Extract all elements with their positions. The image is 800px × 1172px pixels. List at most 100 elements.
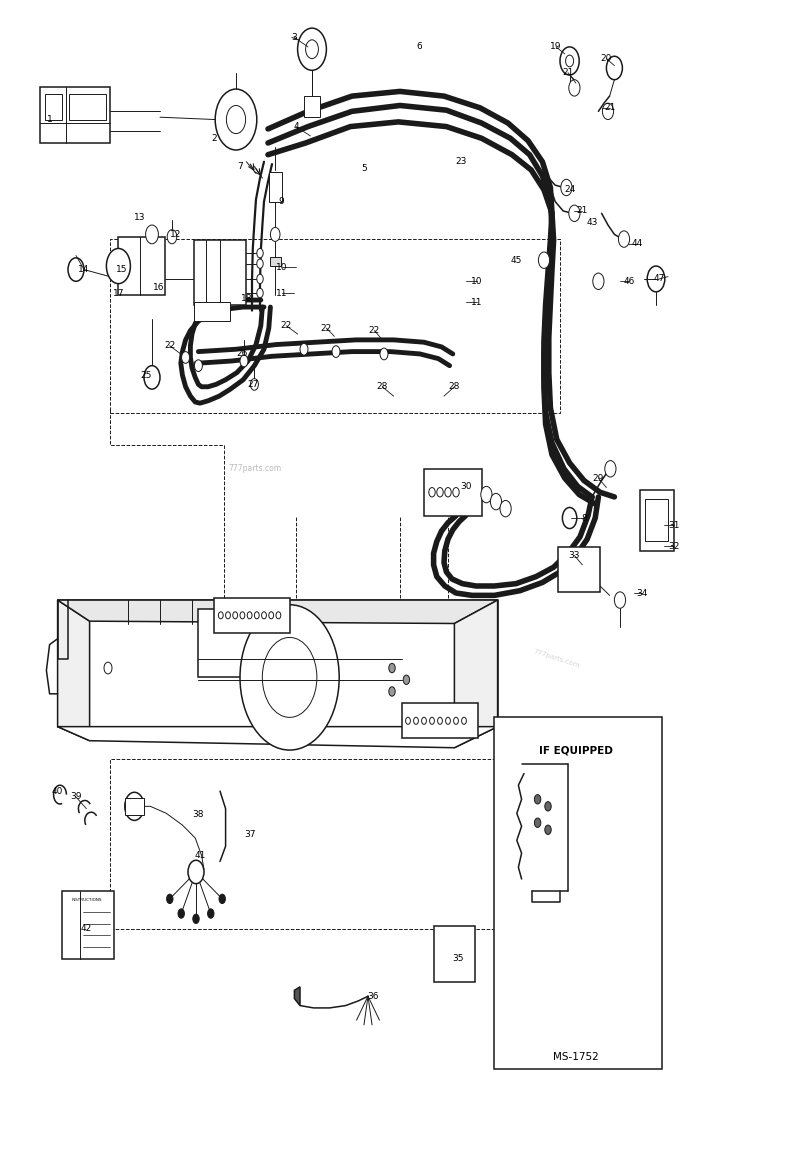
Text: 22: 22 <box>369 326 380 335</box>
Text: 34: 34 <box>636 588 647 598</box>
Bar <box>269 172 282 202</box>
Text: 37: 37 <box>244 830 255 839</box>
Circle shape <box>207 908 214 918</box>
Circle shape <box>618 231 630 247</box>
Text: 28: 28 <box>449 382 460 391</box>
Text: 8: 8 <box>581 513 587 523</box>
Circle shape <box>269 612 274 619</box>
Circle shape <box>560 47 579 75</box>
Bar <box>194 240 246 305</box>
Circle shape <box>490 493 502 510</box>
Text: 39: 39 <box>70 792 82 802</box>
Bar <box>402 703 478 738</box>
Circle shape <box>430 717 434 724</box>
Text: 27: 27 <box>247 380 258 389</box>
Circle shape <box>566 55 574 67</box>
Circle shape <box>462 717 466 724</box>
Text: 16: 16 <box>153 282 164 292</box>
Circle shape <box>332 346 340 357</box>
Circle shape <box>545 825 551 834</box>
Circle shape <box>453 488 459 497</box>
Circle shape <box>298 28 326 70</box>
Bar <box>45 94 62 120</box>
Polygon shape <box>58 600 498 624</box>
Bar <box>110 239 560 413</box>
Circle shape <box>454 717 458 724</box>
Circle shape <box>389 663 395 673</box>
Text: 24: 24 <box>564 185 575 195</box>
Circle shape <box>226 612 230 619</box>
Text: 1: 1 <box>46 115 53 124</box>
Circle shape <box>262 638 317 717</box>
Text: 32: 32 <box>668 541 679 551</box>
Circle shape <box>247 612 252 619</box>
Text: 38: 38 <box>193 810 204 819</box>
Circle shape <box>481 486 492 503</box>
Text: 41: 41 <box>194 851 206 860</box>
Circle shape <box>500 500 511 517</box>
Bar <box>214 598 290 633</box>
Text: 31: 31 <box>668 520 679 530</box>
Circle shape <box>647 266 665 292</box>
Circle shape <box>167 230 177 244</box>
Circle shape <box>240 612 245 619</box>
Text: 5: 5 <box>361 164 367 173</box>
Circle shape <box>257 248 263 258</box>
Text: 13: 13 <box>134 213 146 223</box>
Text: 11: 11 <box>471 298 482 307</box>
Circle shape <box>593 273 604 289</box>
Circle shape <box>389 687 395 696</box>
Text: 28: 28 <box>377 382 388 391</box>
Circle shape <box>437 488 443 497</box>
Bar <box>558 547 600 592</box>
Polygon shape <box>58 727 498 748</box>
Circle shape <box>240 355 248 367</box>
Circle shape <box>403 675 410 684</box>
Text: 33: 33 <box>569 551 580 560</box>
Text: 40: 40 <box>52 786 63 796</box>
Text: 35: 35 <box>452 954 463 963</box>
Text: 22: 22 <box>281 321 292 331</box>
Text: 23: 23 <box>455 157 466 166</box>
Circle shape <box>406 717 410 724</box>
Circle shape <box>166 894 173 904</box>
Circle shape <box>219 894 226 904</box>
Circle shape <box>125 792 144 820</box>
Text: 15: 15 <box>116 265 127 274</box>
Circle shape <box>146 225 158 244</box>
Circle shape <box>215 89 257 150</box>
Text: 11: 11 <box>276 288 287 298</box>
Text: 10: 10 <box>276 263 287 272</box>
Text: 777parts.com: 777parts.com <box>532 648 580 669</box>
Text: 44: 44 <box>631 239 642 248</box>
Text: 7: 7 <box>237 162 243 171</box>
Text: 20: 20 <box>601 54 612 63</box>
Circle shape <box>270 227 280 241</box>
Bar <box>110 759 558 929</box>
Circle shape <box>262 612 266 619</box>
Text: 21: 21 <box>562 68 574 77</box>
Circle shape <box>276 612 281 619</box>
Circle shape <box>254 612 259 619</box>
Text: 21: 21 <box>577 206 588 216</box>
Bar <box>125 798 144 815</box>
Text: 777parts.com: 777parts.com <box>228 464 281 473</box>
Circle shape <box>414 717 418 724</box>
Circle shape <box>306 40 318 59</box>
Circle shape <box>534 818 541 827</box>
Polygon shape <box>58 600 90 741</box>
Polygon shape <box>294 987 300 1006</box>
Circle shape <box>68 258 84 281</box>
Circle shape <box>545 802 551 811</box>
Text: INSTRUCTIONS: INSTRUCTIONS <box>72 898 102 902</box>
Circle shape <box>233 612 238 619</box>
Text: 46: 46 <box>623 277 634 286</box>
Text: 10: 10 <box>471 277 482 286</box>
Text: 777parts.com: 777parts.com <box>400 653 448 660</box>
Text: 2: 2 <box>211 134 218 143</box>
Text: 6: 6 <box>416 42 422 52</box>
Polygon shape <box>454 600 498 748</box>
Circle shape <box>380 348 388 360</box>
Bar <box>194 302 230 321</box>
Circle shape <box>257 274 263 284</box>
